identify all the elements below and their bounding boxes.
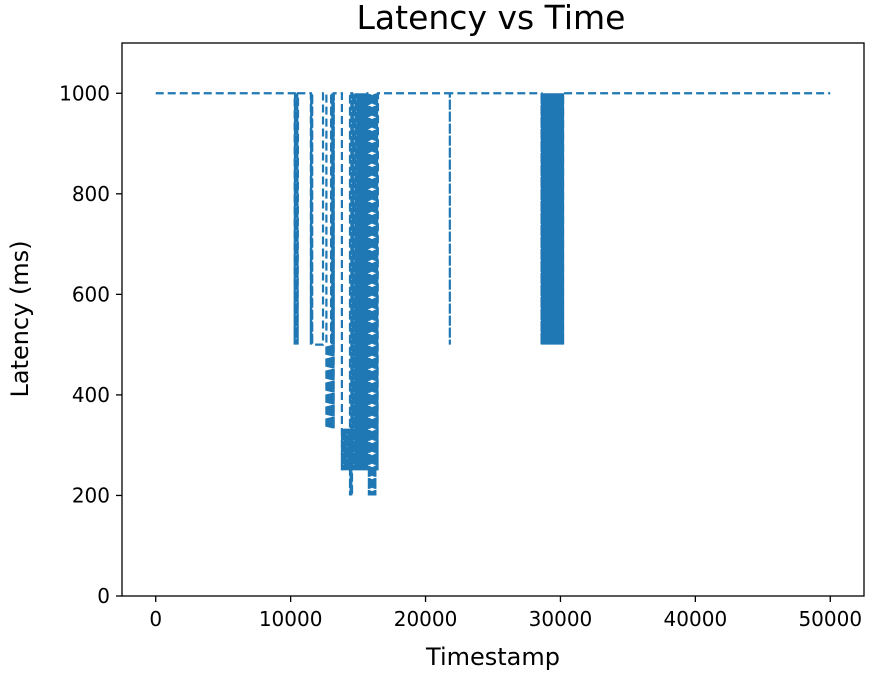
y-axis-label: Latency (ms) bbox=[6, 240, 34, 397]
plot-frame bbox=[121, 42, 865, 597]
y-tick-label: 0 bbox=[97, 584, 110, 608]
y-axis: 0 200 400 600 800 1000 bbox=[59, 81, 122, 608]
x-tick-label: 50000 bbox=[798, 607, 862, 631]
y-tick-label: 800 bbox=[72, 182, 110, 206]
x-tick-label: 40000 bbox=[664, 607, 728, 631]
x-axis-label: Timestamp bbox=[425, 643, 560, 671]
x-tick-label: 10000 bbox=[259, 607, 323, 631]
chart-title: Latency vs Time bbox=[357, 0, 626, 37]
x-tick-label: 20000 bbox=[394, 607, 458, 631]
y-tick-label: 200 bbox=[72, 483, 110, 507]
latency-series-line bbox=[155, 92, 831, 496]
series-layer bbox=[155, 92, 831, 496]
y-tick-label: 600 bbox=[72, 282, 110, 306]
x-tick-label: 0 bbox=[149, 607, 162, 631]
x-tick-label: 30000 bbox=[529, 607, 593, 631]
y-tick-label: 1000 bbox=[59, 81, 110, 105]
x-axis: 0 10000 20000 30000 40000 50000 bbox=[149, 596, 862, 631]
y-tick-label: 400 bbox=[72, 383, 110, 407]
